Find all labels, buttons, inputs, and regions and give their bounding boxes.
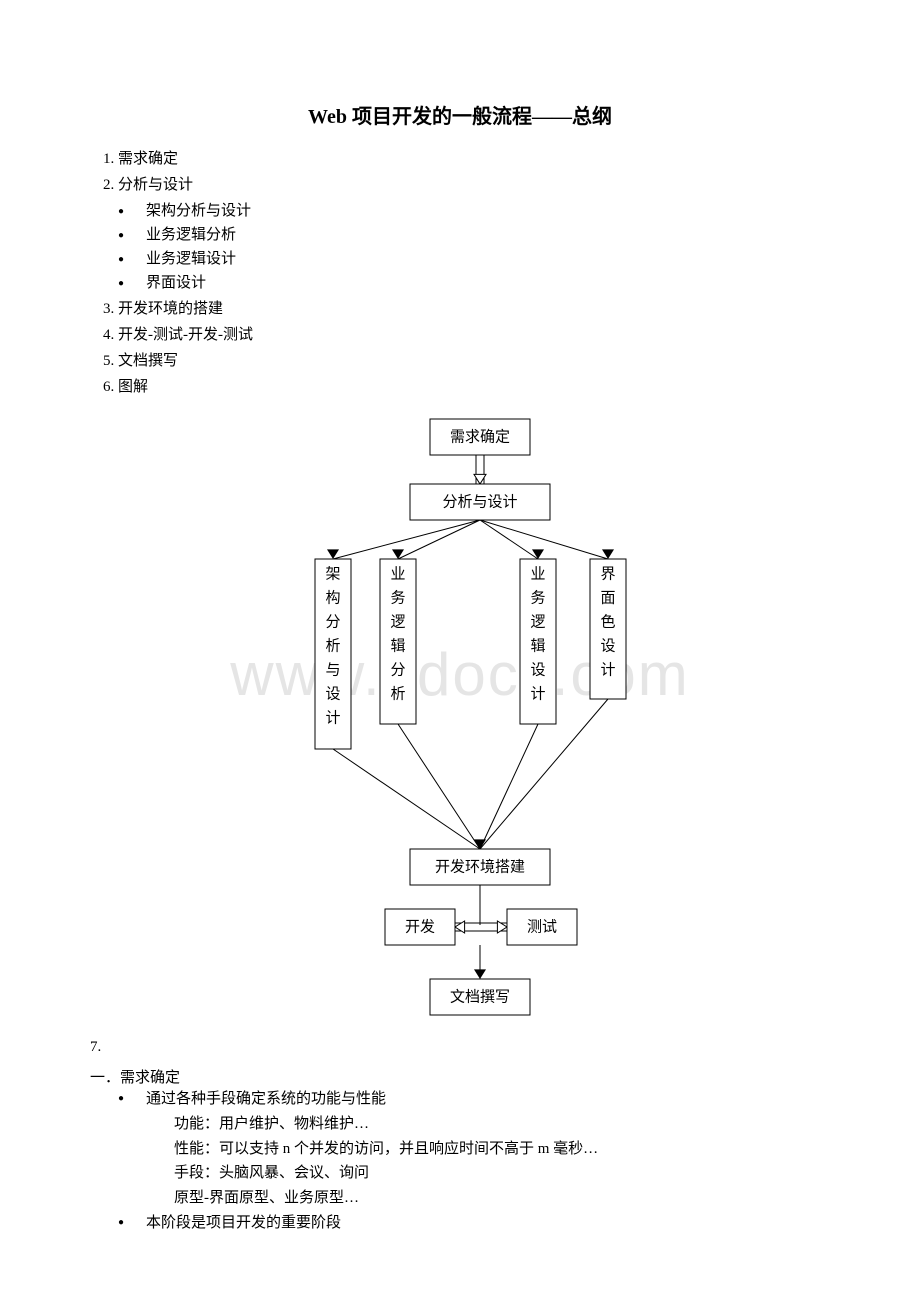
outline-subitem: 架构分析与设计: [146, 199, 830, 223]
svg-text:分: 分: [325, 613, 340, 630]
svg-text:需求确定: 需求确定: [450, 428, 510, 445]
svg-text:架: 架: [325, 565, 340, 582]
section-body: 通过各种手段确定系统的功能与性能 功能：用户维护、物料维护… 性能：可以支持 n…: [90, 1087, 830, 1236]
svg-text:设: 设: [325, 685, 340, 702]
page-title: Web 项目开发的一般流程——总纲: [90, 100, 830, 129]
svg-text:计: 计: [325, 709, 340, 726]
section-bullet: 通过各种手段确定系统的功能与性能: [146, 1087, 830, 1112]
section-line: 手段：头脑风暴、会议、询问: [146, 1161, 830, 1186]
svg-text:设: 设: [530, 661, 545, 678]
svg-text:逻: 逻: [530, 613, 545, 630]
section-line: 功能：用户维护、物料维护…: [146, 1112, 830, 1137]
section-heading: 一．需求确定: [90, 1066, 830, 1087]
outline-sublist: 架构分析与设计 业务逻辑分析 业务逻辑设计 界面设计: [118, 199, 830, 295]
outline-subitem: 界面设计: [146, 271, 830, 295]
svg-text:析: 析: [390, 685, 405, 702]
svg-text:面: 面: [600, 590, 615, 606]
svg-text:界: 界: [600, 566, 615, 582]
svg-text:辑: 辑: [530, 637, 545, 654]
svg-text:与: 与: [325, 661, 340, 678]
section-line: 原型-界面原型、业务原型…: [146, 1186, 830, 1211]
svg-text:测试: 测试: [527, 918, 557, 935]
svg-text:析: 析: [325, 637, 340, 654]
outline-item-7: 7.: [90, 1039, 830, 1056]
section-bullet: 本阶段是项目开发的重要阶段: [146, 1211, 830, 1236]
svg-text:辑: 辑: [390, 637, 405, 654]
svg-text:业: 业: [530, 565, 545, 582]
svg-text:开发: 开发: [405, 918, 435, 935]
svg-text:分: 分: [390, 661, 405, 678]
svg-text:务: 务: [530, 589, 545, 606]
svg-text:务: 务: [390, 589, 405, 606]
outline-item-label: 分析与设计: [118, 177, 193, 193]
svg-text:构: 构: [325, 589, 340, 606]
outline-subitem: 业务逻辑设计: [146, 247, 830, 271]
svg-text:计: 计: [530, 685, 545, 702]
svg-text:分析与设计: 分析与设计: [442, 493, 517, 510]
svg-text:设: 设: [600, 637, 615, 654]
outline-list: 需求确定 分析与设计 架构分析与设计 业务逻辑分析 业务逻辑设计 界面设计 开发…: [90, 147, 830, 399]
section-line: 性能：可以支持 n 个并发的访问，并且响应时间不高于 m 毫秒…: [146, 1137, 830, 1162]
outline-item: 图解: [118, 375, 830, 399]
svg-text:业: 业: [390, 565, 405, 582]
outline-item: 开发环境的搭建: [118, 297, 830, 321]
svg-text:开发环境搭建: 开发环境搭建: [435, 857, 525, 875]
flowchart-diagram: 需求确定分析与设计架构分析与设计业务逻辑分析业务逻辑设计界面色设计开发环境搭建开…: [90, 409, 830, 1029]
outline-item: 分析与设计 架构分析与设计 业务逻辑分析 业务逻辑设计 界面设计: [118, 173, 830, 295]
outline-item: 需求确定: [118, 147, 830, 171]
outline-subitem: 业务逻辑分析: [146, 223, 830, 247]
svg-text:色: 色: [600, 613, 615, 630]
svg-text:文档撰写: 文档撰写: [450, 988, 510, 1005]
outline-item: 文档撰写: [118, 349, 830, 373]
svg-text:计: 计: [600, 661, 615, 678]
svg-text:逻: 逻: [390, 613, 405, 630]
outline-item: 开发-测试-开发-测试: [118, 323, 830, 347]
